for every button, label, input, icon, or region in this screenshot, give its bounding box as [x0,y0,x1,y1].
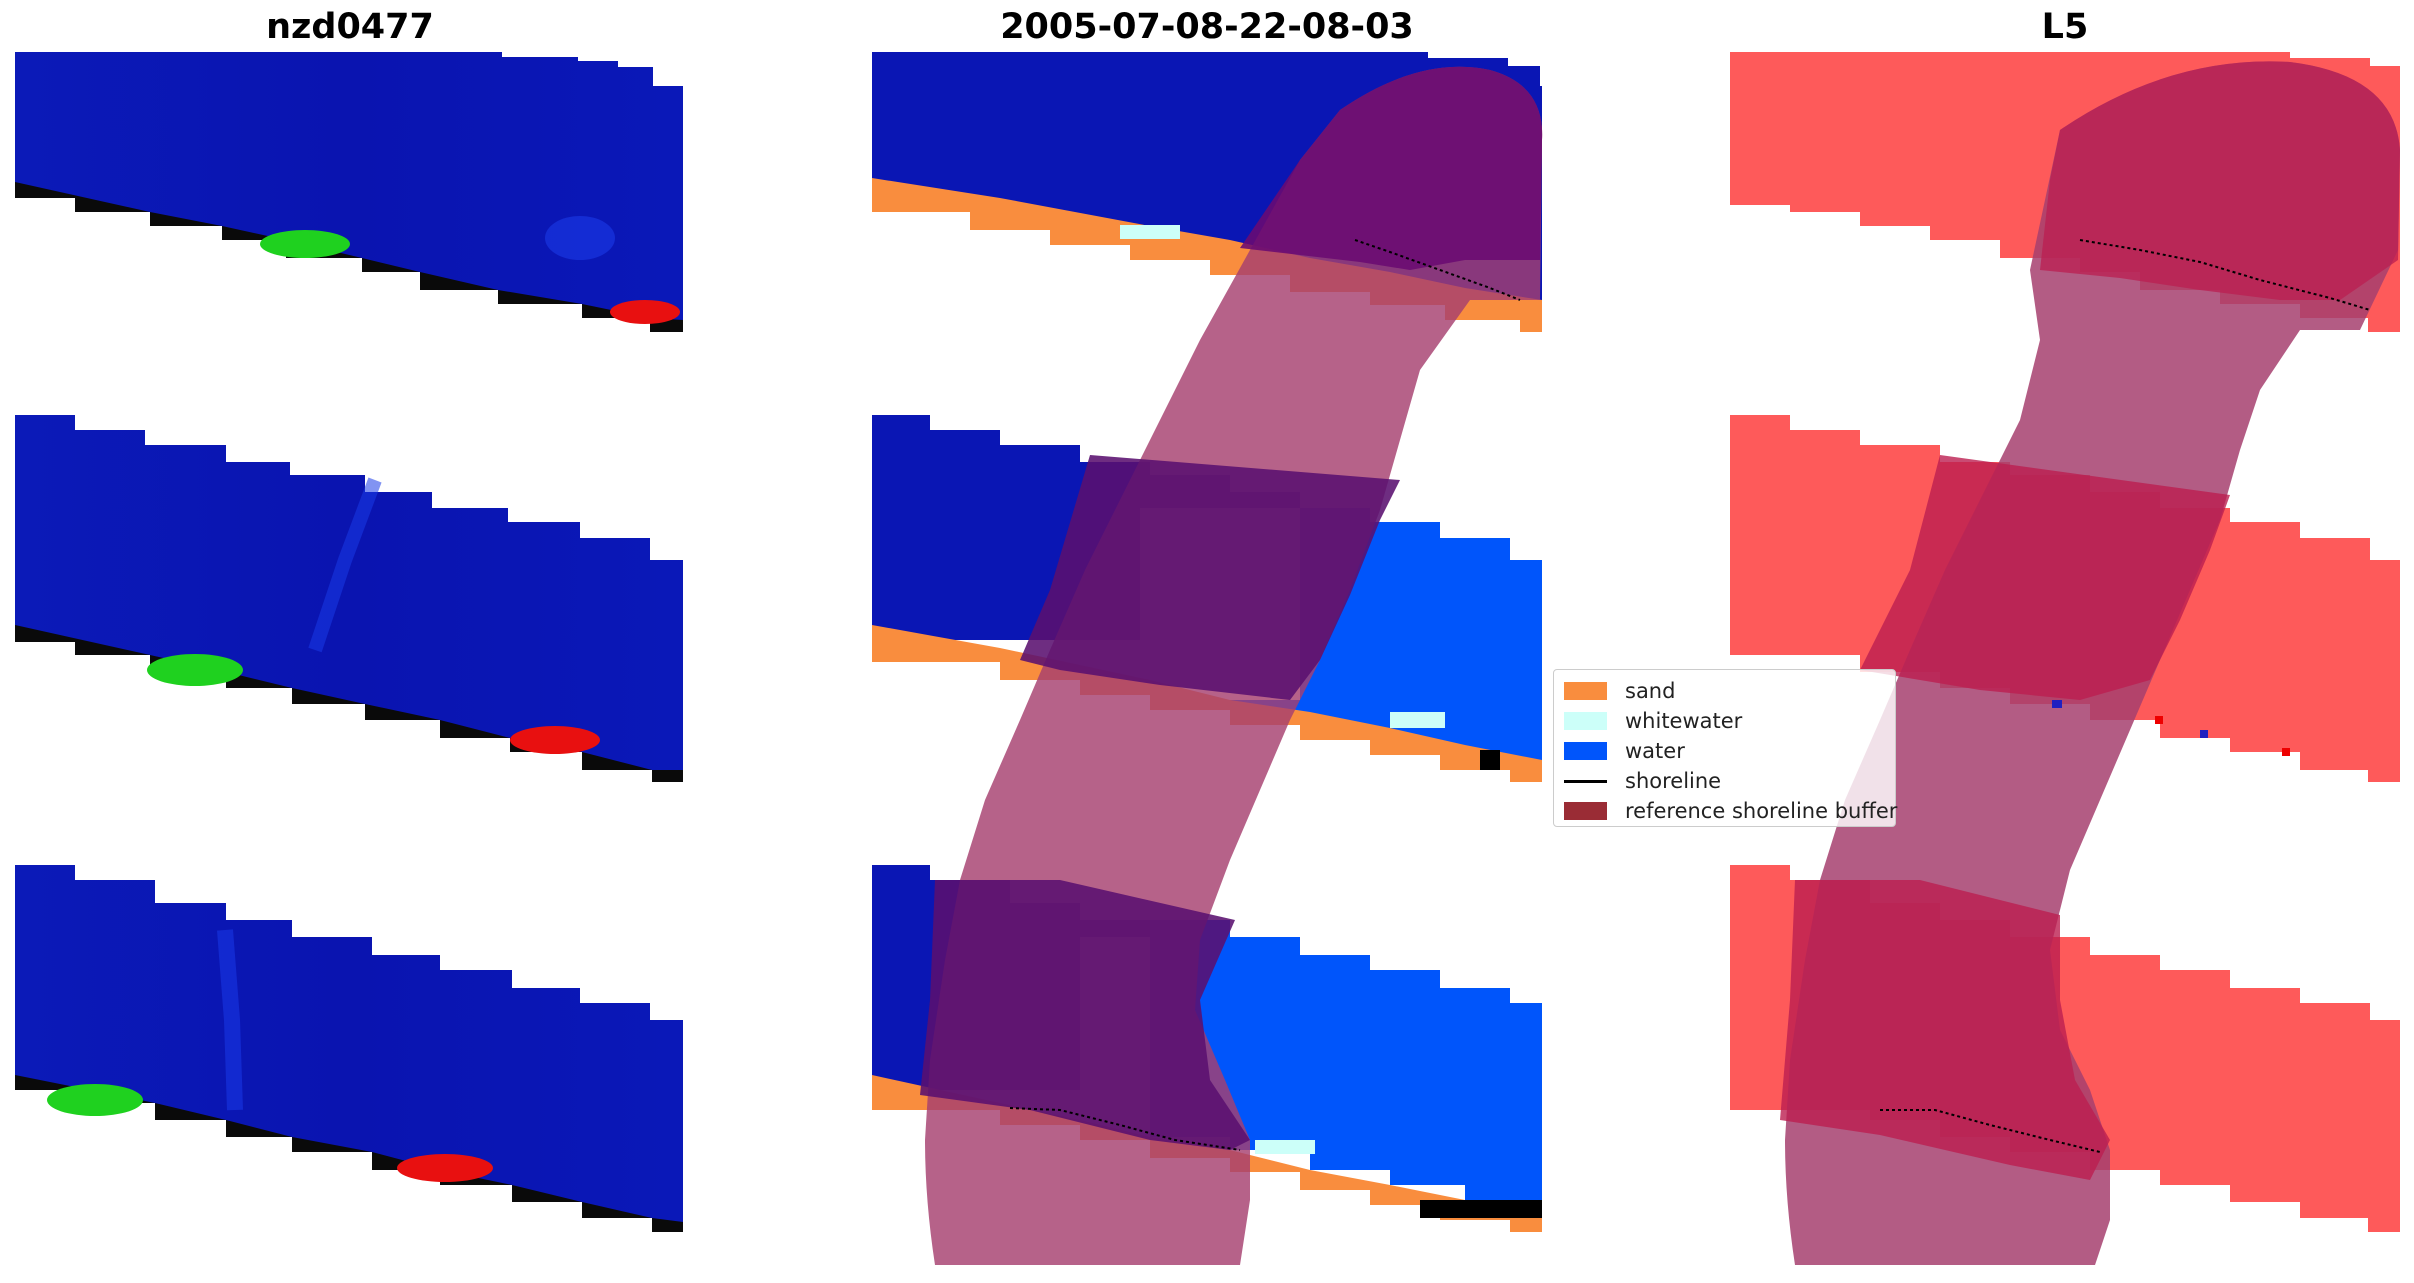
class-buffer-dark-mid [1020,455,1400,700]
legend-label-sand: sand [1625,679,1676,703]
legend-swatch-reference-buffer [1564,802,1607,820]
class-water-bright-bottom [1150,920,1542,1200]
legend-label-shoreline: shoreline [1625,769,1722,793]
legend-label-water: water [1625,739,1685,763]
legend-item-shoreline: shoreline [1564,766,1885,796]
legend-item-water: water [1564,736,1885,766]
mask-buffer-dark-mid [1860,455,2230,700]
rgb-strip-bottom [15,865,683,1232]
classified-image-panel [872,52,1543,1265]
rgb-shore-bottom [15,1075,683,1232]
legend-label-reference-buffer: reference shoreline buffer [1625,799,1898,823]
rgb-strip-top [15,52,683,332]
rgb-shore-top [15,182,683,332]
rgb-strip-middle [15,415,683,782]
panel-title-mask: L5 [2041,7,2089,47]
legend-label-whitewater: whitewater [1625,709,1743,733]
legend-item-whitewater: whitewater [1564,706,1885,736]
legend-swatch-water [1564,742,1607,760]
rgb-image-panel [15,52,683,1232]
class-buffer-dark-top [1240,66,1543,270]
legend-item-reference-buffer: reference shoreline buffer [1564,796,1897,826]
legend-swatch-sand [1564,682,1607,700]
panel-title-classified: 2005-07-08-22-08-03 [1000,7,1414,47]
panel-title-rgb: nzd0477 [266,7,434,47]
legend: sand whitewater water shoreline referenc… [1553,669,1897,827]
mask-buffer-dark-top [2040,61,2400,300]
class-buffer-dark-bot [920,880,1250,1150]
legend-line-shoreline [1564,779,1607,783]
legend-swatch-whitewater [1564,712,1607,730]
legend-item-sand: sand [1564,676,1885,706]
mask-buffer-dark-bot [1780,880,2110,1180]
mask-panel [1730,52,2400,1265]
